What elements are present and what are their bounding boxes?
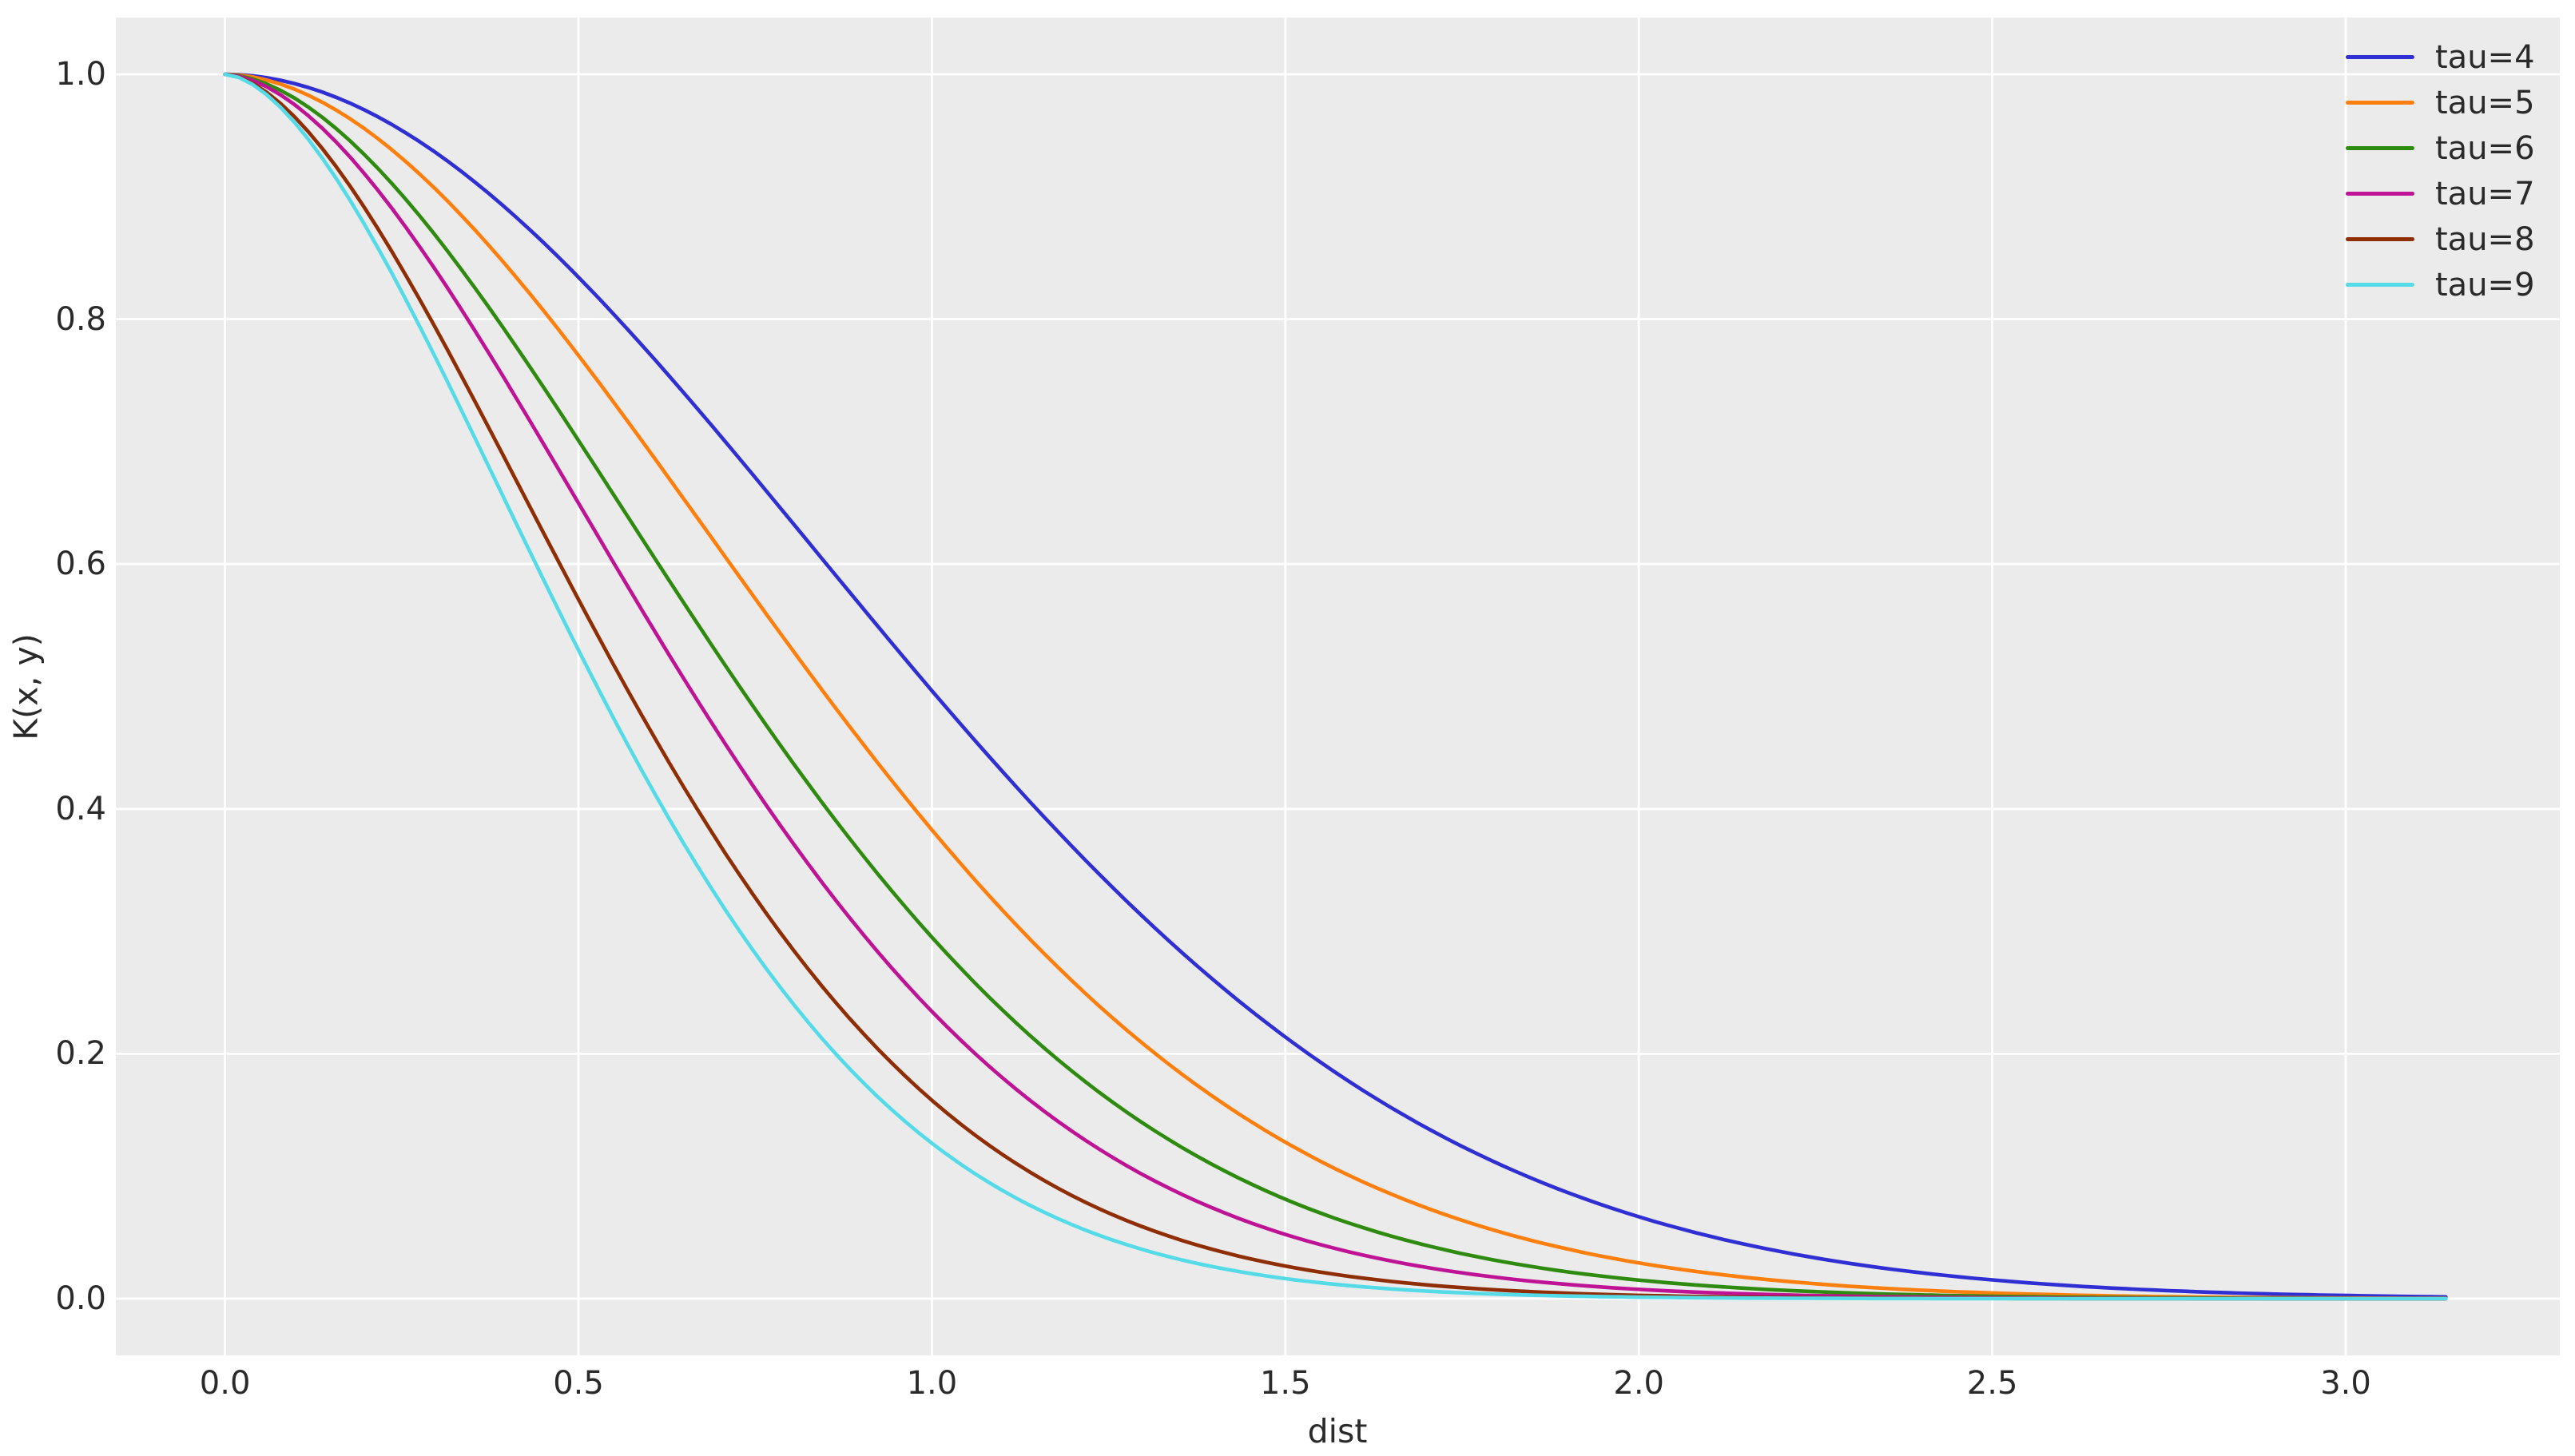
- legend-line-swatch: [2346, 237, 2414, 241]
- legend-label: tau=9: [2435, 266, 2535, 303]
- legend-line-swatch: [2346, 192, 2414, 196]
- legend-label: tau=6: [2435, 129, 2535, 167]
- y-tick-label: 0.4: [55, 790, 106, 827]
- y-tick-label: 0.0: [55, 1280, 106, 1317]
- x-tick-label: 0.0: [199, 1365, 251, 1402]
- legend-item-tau=8: tau=8: [2346, 216, 2535, 262]
- legend-label: tau=7: [2435, 175, 2535, 212]
- legend-item-tau=6: tau=6: [2346, 125, 2535, 171]
- y-tick-label: 0.8: [55, 300, 106, 338]
- x-tick-label: 3.0: [2320, 1365, 2371, 1402]
- legend-line-swatch: [2346, 146, 2414, 150]
- x-tick-label: 2.0: [1613, 1365, 1664, 1402]
- legend-line-swatch: [2346, 283, 2414, 287]
- legend-label: tau=5: [2435, 84, 2535, 121]
- legend-item-tau=7: tau=7: [2346, 171, 2535, 216]
- plot-background: [116, 18, 2560, 1355]
- x-tick-label: 2.5: [1966, 1365, 2018, 1402]
- curve-tau=9: [223, 72, 2448, 1301]
- legend-line-swatch: [2346, 101, 2414, 105]
- x-axis-label: dist: [1307, 1412, 1368, 1450]
- legend-item-tau=5: tau=5: [2346, 80, 2535, 125]
- legend-item-tau=9: tau=9: [2346, 262, 2535, 307]
- x-tick-label: 1.5: [1259, 1365, 1311, 1402]
- legend-label: tau=4: [2435, 38, 2535, 76]
- x-tick-label: 1.0: [906, 1365, 958, 1402]
- y-axis-label: K(x, y): [6, 633, 46, 740]
- curve-tau=5: [223, 72, 2448, 1300]
- legend-item-tau=4: tau=4: [2346, 34, 2535, 80]
- x-tick-label: 0.5: [553, 1365, 604, 1402]
- legend: tau=4 tau=5 tau=6 tau=7 tau=8 tau=9: [2346, 34, 2535, 307]
- y-tick-label: 0.6: [55, 546, 106, 583]
- legend-line-swatch: [2346, 55, 2414, 59]
- legend-label: tau=8: [2435, 220, 2535, 258]
- y-tick-label: 0.2: [55, 1035, 106, 1073]
- y-tick-label: 1.0: [55, 56, 106, 93]
- curve-tau=4: [223, 72, 2448, 1299]
